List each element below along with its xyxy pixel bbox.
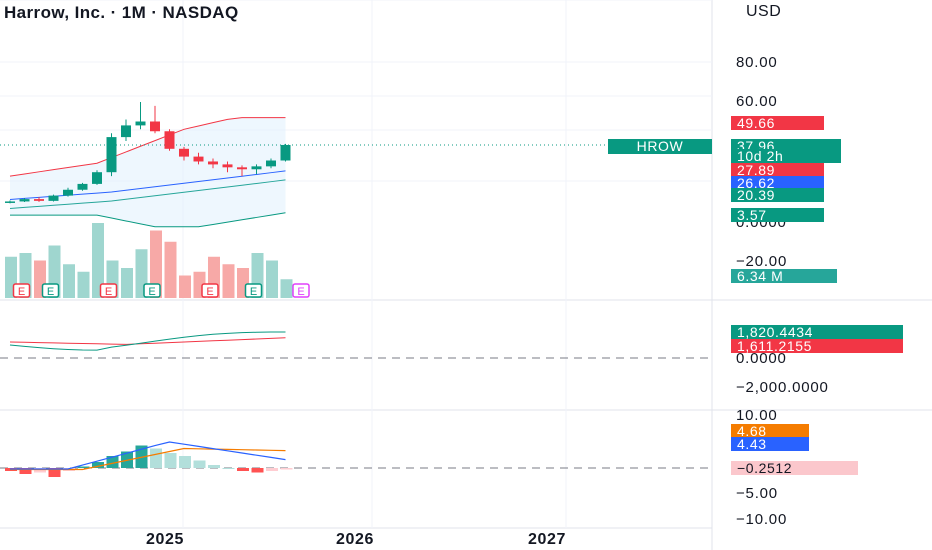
volume-bar (92, 223, 104, 298)
candle-body (164, 131, 175, 149)
earnings-marker (12, 283, 31, 298)
macd-histogram-bar (19, 468, 32, 474)
earnings-marker-label: E (297, 286, 304, 298)
bollinger-band-fill (10, 117, 286, 227)
candle-body (48, 195, 59, 201)
macd-histogram-bar (48, 468, 61, 477)
macd-signal-line (10, 447, 286, 471)
moving-average-line (9, 179, 286, 209)
candle-body (34, 199, 44, 201)
earnings-marker-upcoming (292, 283, 310, 298)
candle-body (208, 161, 218, 165)
volume-bar (164, 241, 177, 298)
macd-histogram-bar (266, 468, 278, 471)
earnings-marker-label: E (206, 286, 213, 298)
macd-tag: 4.43 (731, 437, 809, 451)
price-tag: 10d 2h (731, 149, 841, 163)
volume-bar (280, 279, 293, 298)
obv-line (9, 331, 286, 351)
price-tag: 20.39 (731, 188, 824, 202)
earnings-marker-label: E (250, 286, 257, 298)
candle-body (222, 164, 233, 168)
candle-body (280, 144, 291, 161)
time-axis-label: 2025 (146, 531, 184, 548)
obv-axis-label: −2,000.0000 (736, 379, 829, 396)
candle-body (63, 189, 73, 196)
macd-histogram-bar (208, 465, 220, 468)
macd-tag: −0.2512 (731, 461, 858, 475)
macd-histogram-bar (237, 468, 249, 471)
obv-axis-label: 0.0000 (736, 350, 787, 367)
earnings-marker-label: E (47, 286, 54, 298)
volume-bar (63, 264, 75, 298)
symbol-tag: HROW (608, 139, 712, 154)
volume-bar (222, 264, 235, 298)
macd-histogram-bar (34, 468, 46, 473)
volume-bar (179, 275, 191, 298)
earnings-marker (244, 283, 263, 298)
price-tag: 3.57 (731, 208, 824, 222)
earnings-marker-label: E (105, 286, 112, 298)
candle-body (5, 201, 15, 203)
earnings-marker-label: E (18, 286, 25, 298)
candle-body (237, 167, 247, 170)
macd-line (10, 441, 286, 470)
chart-title: Harrow, Inc. · 1M · NASDAQ (4, 3, 239, 22)
candle-body (135, 121, 146, 126)
earnings-marker (41, 283, 60, 298)
macd-histogram-bar (92, 462, 104, 468)
candle-body (251, 166, 262, 170)
volume-bar (121, 268, 133, 298)
macd-histogram-bar (106, 456, 119, 468)
candle-body (106, 137, 117, 173)
macd-histogram-bar (164, 453, 177, 468)
earnings-marker (99, 283, 118, 298)
volume-bar (266, 260, 278, 298)
price-axis-label: 80.00 (736, 54, 778, 71)
price-tag: 6.34 M (731, 269, 837, 283)
candle-body (193, 156, 204, 162)
macd-histogram-bar (222, 468, 235, 469)
volume-bar (77, 271, 90, 298)
earnings-marker (201, 283, 219, 298)
currency-label[interactable]: USD (746, 3, 782, 20)
time-axis-label: 2026 (336, 531, 374, 548)
candle-body (92, 172, 102, 184)
price-tag: 26.62 (731, 176, 824, 190)
macd-axis-label: −10.00 (736, 511, 788, 528)
candle-body (266, 160, 276, 167)
candle-body (19, 199, 30, 202)
candle-body (121, 125, 131, 138)
bollinger-upper-line (9, 117, 286, 177)
price-tag: 49.66 (731, 116, 824, 130)
earnings-marker-label: E (148, 286, 155, 298)
volume-bar (150, 230, 162, 298)
macd-axis-label: −5.00 (736, 485, 778, 502)
macd-histogram-bar (150, 448, 162, 468)
obv-tag: 1,611.2155 (731, 339, 903, 353)
obv-tag: 1,820.4434 (731, 325, 903, 339)
macd-histogram-bar (251, 468, 264, 473)
macd-axis-label: 10.00 (736, 407, 778, 424)
obv-signal-line (9, 337, 286, 345)
bollinger-lower-line (10, 212, 286, 228)
price-axis-label: 60.00 (736, 93, 778, 110)
candle-body (179, 148, 189, 157)
earnings-marker (143, 283, 161, 298)
price-axis-label: −20.00 (736, 253, 788, 270)
macd-histogram-bar (179, 456, 191, 468)
macd-histogram-bar (280, 468, 293, 470)
time-axis-label: 2027 (528, 531, 566, 548)
candle-body (77, 183, 88, 190)
price-tag: 27.89 (731, 163, 824, 177)
macd-histogram-bar (193, 460, 206, 468)
macd-histogram-bar (77, 466, 90, 468)
candle-body (150, 121, 160, 132)
macd-tag: 4.68 (731, 424, 809, 438)
